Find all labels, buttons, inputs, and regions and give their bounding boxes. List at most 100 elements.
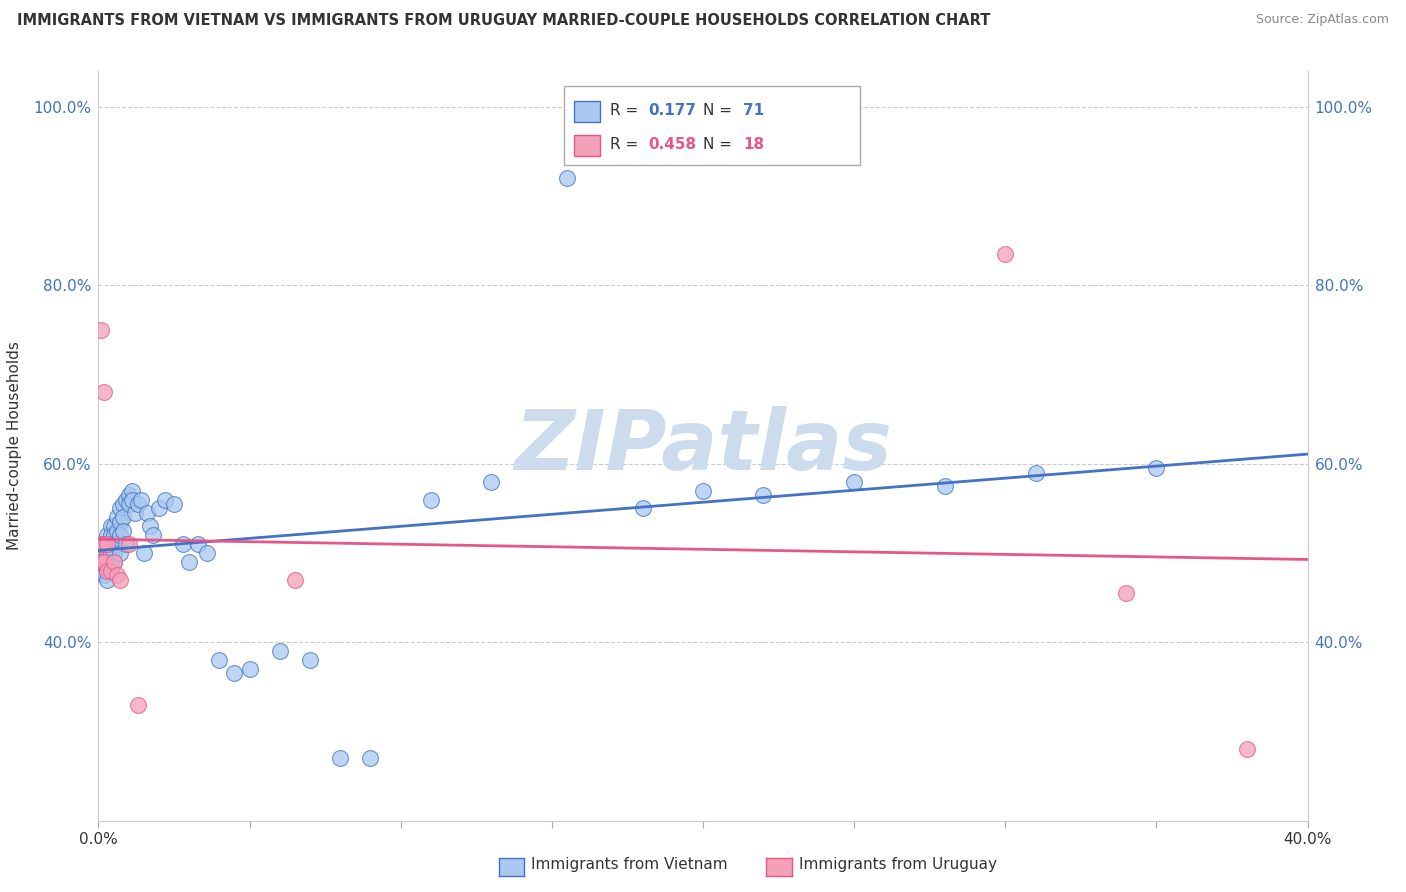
Point xyxy=(360,751,382,765)
Point xyxy=(692,483,714,498)
Point xyxy=(148,501,170,516)
Point xyxy=(118,488,141,502)
Point xyxy=(96,546,118,560)
FancyBboxPatch shape xyxy=(574,101,600,121)
Point xyxy=(1115,586,1137,600)
Point xyxy=(114,537,136,551)
Point xyxy=(103,528,125,542)
Point xyxy=(90,546,112,560)
FancyBboxPatch shape xyxy=(564,87,860,165)
Y-axis label: Married-couple Households: Married-couple Households xyxy=(7,342,22,550)
Point xyxy=(153,492,176,507)
Text: 0.458: 0.458 xyxy=(648,137,697,153)
Text: Source: ZipAtlas.com: Source: ZipAtlas.com xyxy=(1256,13,1389,27)
Point xyxy=(118,537,141,551)
Text: Immigrants from Uruguay: Immigrants from Uruguay xyxy=(799,857,997,872)
Point xyxy=(224,666,246,681)
Point xyxy=(111,497,134,511)
Point xyxy=(90,323,112,337)
Point xyxy=(96,564,118,578)
Text: 71: 71 xyxy=(742,103,763,118)
Point xyxy=(96,528,118,542)
Point xyxy=(752,488,775,502)
Point xyxy=(481,475,503,489)
Point xyxy=(96,564,118,578)
Point xyxy=(105,537,128,551)
Point xyxy=(129,492,152,507)
Point xyxy=(96,537,118,551)
Point xyxy=(90,555,112,569)
Point xyxy=(93,546,115,560)
Text: 0.177: 0.177 xyxy=(648,103,696,118)
Point xyxy=(103,555,125,569)
Point xyxy=(284,573,307,587)
Point xyxy=(96,537,118,551)
Point xyxy=(100,519,122,533)
Point xyxy=(142,528,165,542)
Point xyxy=(114,492,136,507)
Point xyxy=(108,501,131,516)
Point xyxy=(93,537,115,551)
Point xyxy=(111,524,134,538)
Point xyxy=(187,537,209,551)
Point xyxy=(994,247,1017,261)
Point xyxy=(239,662,262,676)
Point xyxy=(132,546,155,560)
Point xyxy=(105,524,128,538)
Point xyxy=(631,501,654,516)
Text: R =: R = xyxy=(610,137,643,153)
Point xyxy=(103,546,125,560)
Point xyxy=(93,568,115,582)
Point xyxy=(90,564,112,578)
Text: 18: 18 xyxy=(742,137,763,153)
Point xyxy=(555,171,578,186)
Point xyxy=(1024,466,1046,480)
Point xyxy=(118,497,141,511)
Text: N =: N = xyxy=(703,103,737,118)
Point xyxy=(105,568,128,582)
Point xyxy=(108,573,131,587)
Point xyxy=(127,497,149,511)
Point xyxy=(108,515,131,529)
Point xyxy=(844,475,866,489)
Point xyxy=(124,506,146,520)
Point xyxy=(108,528,131,542)
Point xyxy=(90,555,112,569)
Point xyxy=(195,546,218,560)
Point xyxy=(103,519,125,533)
Point xyxy=(1144,461,1167,475)
Point xyxy=(329,751,352,765)
Point xyxy=(135,506,157,520)
Point xyxy=(139,519,162,533)
Point xyxy=(100,546,122,560)
Point xyxy=(93,537,115,551)
Point xyxy=(420,492,443,507)
Point xyxy=(111,510,134,524)
Point xyxy=(93,555,115,569)
Point xyxy=(100,564,122,578)
Point xyxy=(93,555,115,569)
Point xyxy=(93,564,115,578)
Point xyxy=(93,385,115,400)
Point xyxy=(96,573,118,587)
Text: R =: R = xyxy=(610,103,643,118)
Text: Immigrants from Vietnam: Immigrants from Vietnam xyxy=(531,857,728,872)
Point xyxy=(269,644,291,658)
Point xyxy=(172,537,194,551)
Point xyxy=(934,479,956,493)
Point xyxy=(105,510,128,524)
Point xyxy=(208,653,231,667)
Text: IMMIGRANTS FROM VIETNAM VS IMMIGRANTS FROM URUGUAY MARRIED-COUPLE HOUSEHOLDS COR: IMMIGRANTS FROM VIETNAM VS IMMIGRANTS FR… xyxy=(17,13,990,29)
Point xyxy=(163,497,186,511)
Point xyxy=(90,537,112,551)
FancyBboxPatch shape xyxy=(574,135,600,156)
Point xyxy=(103,555,125,569)
Point xyxy=(100,555,122,569)
Text: ZIPatlas: ZIPatlas xyxy=(515,406,891,486)
Point xyxy=(127,698,149,712)
Point xyxy=(299,653,322,667)
Text: N =: N = xyxy=(703,137,737,153)
Point xyxy=(108,546,131,560)
Point xyxy=(121,492,143,507)
Point xyxy=(100,537,122,551)
